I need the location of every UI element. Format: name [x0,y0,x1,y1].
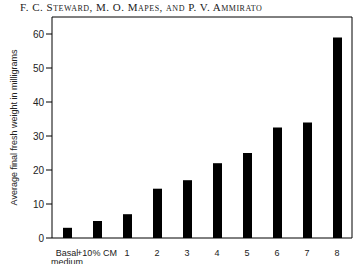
svg-text:60: 60 [33,29,45,40]
svg-text:20: 20 [33,165,45,176]
svg-text:10: 10 [33,199,45,210]
svg-text:4: 4 [214,248,219,258]
svg-text:1: 1 [124,248,129,258]
svg-text:6: 6 [274,248,279,258]
svg-text:40: 40 [33,97,45,108]
svg-text:0: 0 [38,233,44,244]
svg-text:30: 30 [33,131,45,142]
svg-text:Average final fresh weight in: Average final fresh weight in milligrams [9,49,19,205]
svg-text:2: 2 [154,248,159,258]
svg-text:50: 50 [33,63,45,74]
svg-text:8: 8 [334,248,339,258]
svg-text:+10% CM: +10% CM [77,248,117,258]
html-text:F. C. Steward, M. O. Mapes, an: F. C. Steward, M. O. Mapes, and P. V. Am… [20,1,263,13]
svg-text:3: 3 [184,248,189,258]
svg-text:5: 5 [244,248,249,258]
svg-text:7: 7 [304,248,309,258]
